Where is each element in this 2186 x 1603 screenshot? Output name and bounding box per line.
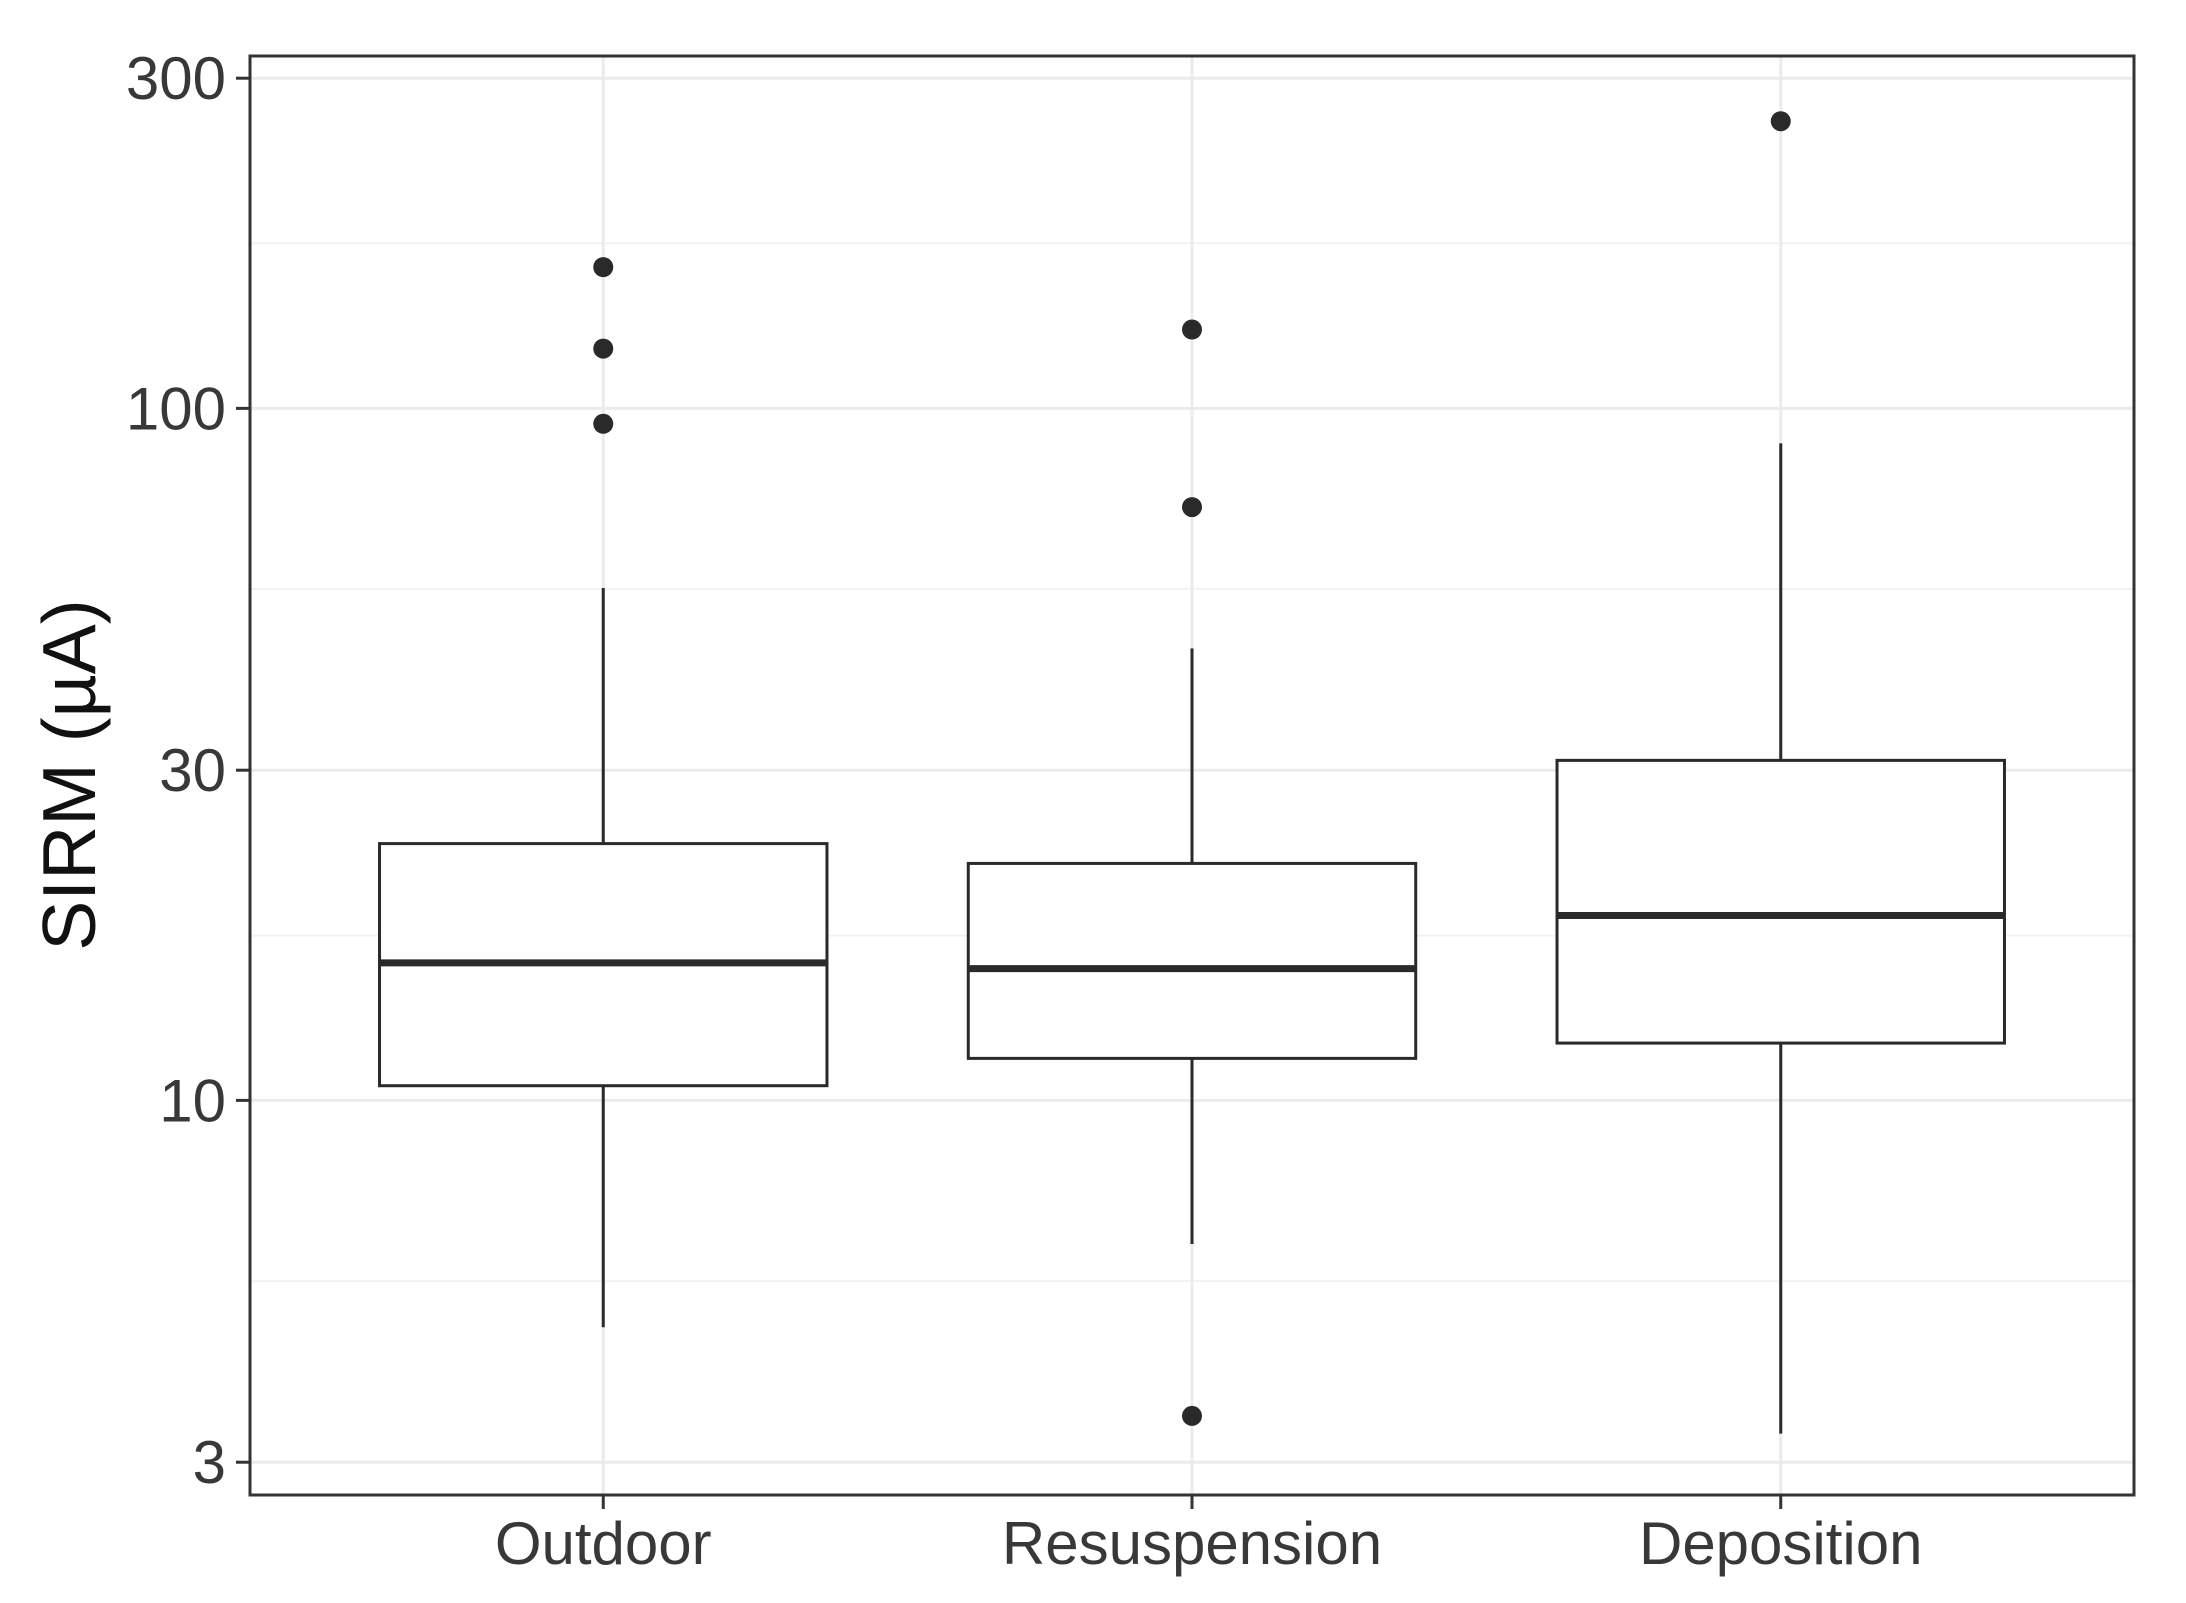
y-tick-label: 100 (126, 375, 226, 442)
outlier-point (593, 257, 614, 278)
boxplot-deposition (1555, 111, 2006, 1434)
x-category-label: Deposition (1639, 1510, 1923, 1577)
outlier-point (1770, 111, 1791, 132)
x-category-label: Resuspension (1002, 1510, 1382, 1577)
boxplot-resuspension (966, 319, 1418, 1426)
iqr-box (1555, 758, 2006, 1045)
y-tick-label: 30 (159, 737, 226, 804)
y-tick-label: 3 (193, 1429, 226, 1496)
y-tick-label: 300 (126, 45, 226, 112)
outlier-point (593, 413, 614, 434)
y-tick-label: 10 (159, 1067, 226, 1134)
x-category-label: Outdoor (495, 1510, 712, 1577)
outlier-point (593, 338, 614, 359)
axes-layer: 300 100 30 10 3 Outdoor Resuspension Deposition (126, 45, 2136, 1577)
boxplot-outdoor (378, 257, 829, 1328)
outlier-point (1182, 497, 1202, 518)
iqr-box (966, 861, 1418, 1060)
y-axis-title: SIRM (µA) (27, 599, 111, 951)
boxplot-layer (378, 111, 2006, 1434)
outlier-point (1182, 1405, 1202, 1426)
outlier-point (1182, 319, 1202, 340)
